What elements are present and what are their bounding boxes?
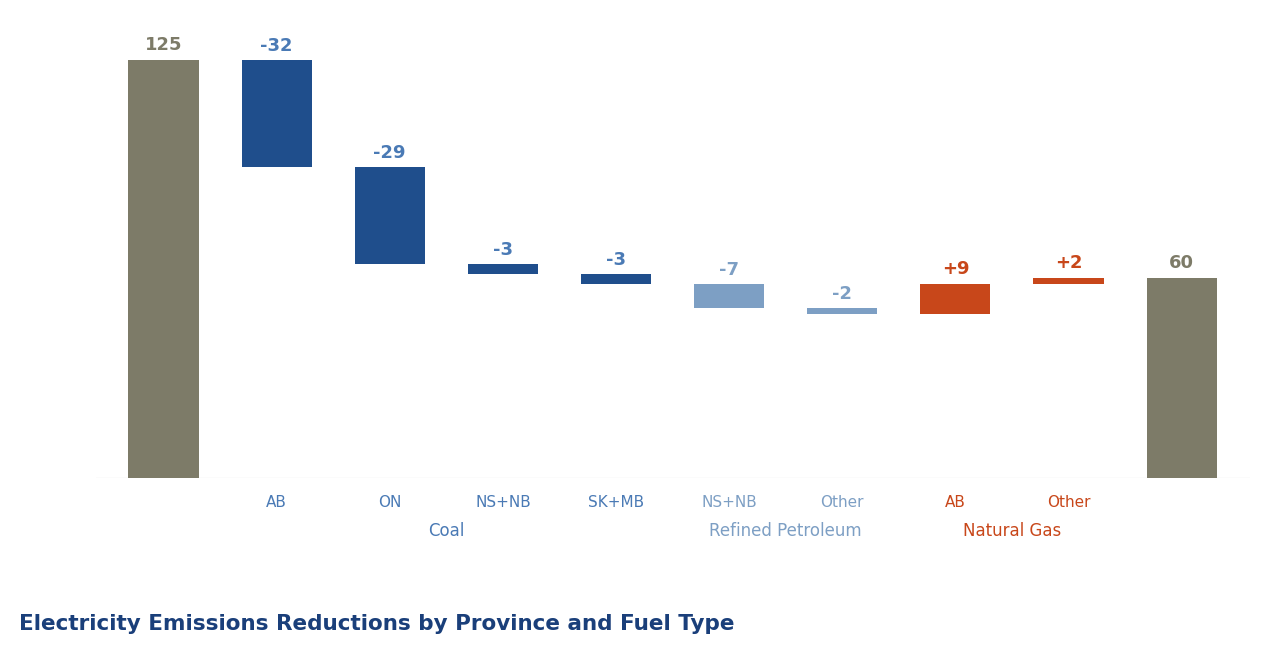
- Text: -3: -3: [606, 252, 626, 269]
- Text: +9: +9: [942, 260, 969, 278]
- Text: 60: 60: [1169, 254, 1195, 272]
- Bar: [354, 167, 425, 264]
- Text: NS+NB: NS+NB: [476, 495, 530, 510]
- Bar: [807, 308, 877, 314]
- Bar: [468, 264, 538, 274]
- Bar: [129, 60, 199, 478]
- Text: 125: 125: [145, 36, 182, 54]
- Text: institute: institute: [1131, 635, 1221, 653]
- Text: PEMBINA: PEMBINA: [1119, 602, 1233, 622]
- Bar: [581, 274, 652, 284]
- Text: Other: Other: [821, 495, 864, 510]
- Text: ON: ON: [379, 495, 402, 510]
- Text: -2: -2: [833, 285, 852, 302]
- Bar: [1146, 278, 1216, 478]
- Text: -7: -7: [719, 262, 739, 280]
- Bar: [1034, 278, 1104, 284]
- Text: SK+MB: SK+MB: [588, 495, 644, 510]
- Text: NS+NB: NS+NB: [701, 495, 757, 510]
- Bar: [241, 60, 311, 167]
- Text: Natural Gas: Natural Gas: [963, 522, 1061, 540]
- Text: -3: -3: [493, 242, 513, 259]
- Bar: [694, 284, 764, 308]
- Text: +2: +2: [1054, 254, 1082, 272]
- Text: Coal: Coal: [428, 522, 464, 540]
- Text: AB: AB: [945, 495, 966, 510]
- Text: -29: -29: [374, 145, 405, 162]
- Text: Other: Other: [1047, 495, 1090, 510]
- Text: AB: AB: [266, 495, 287, 510]
- Text: -32: -32: [260, 37, 293, 55]
- Bar: [921, 284, 991, 314]
- Text: Electricity Emissions Reductions by Province and Fuel Type: Electricity Emissions Reductions by Prov…: [19, 614, 734, 634]
- Text: Refined Petroleum: Refined Petroleum: [709, 522, 862, 540]
